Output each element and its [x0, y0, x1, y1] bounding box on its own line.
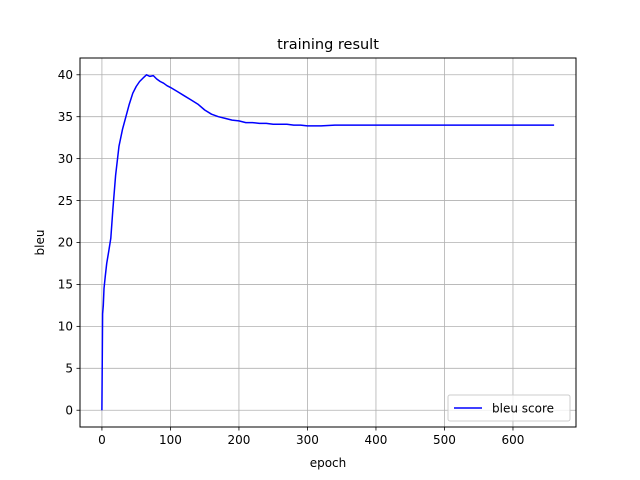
y-tick-label: 10	[58, 320, 73, 334]
y-tick-label: 15	[58, 278, 73, 292]
x-tick-label: 100	[159, 433, 182, 447]
x-tick-label: 400	[365, 433, 388, 447]
y-tick-label: 20	[58, 236, 73, 250]
legend-box	[447, 394, 571, 422]
x-tick-label: 300	[296, 433, 319, 447]
x-tick-label: 600	[502, 433, 525, 447]
y-tick-label: 0	[65, 403, 73, 417]
chart-title: training result	[277, 37, 379, 53]
x-tick-label: 200	[227, 433, 250, 447]
y-tick-label: 25	[58, 194, 73, 208]
legend-label: bleu score	[492, 402, 554, 416]
series-line-0	[101, 74, 555, 411]
y-tick-label: 5	[65, 361, 73, 375]
y-axis-label: bleu	[33, 230, 47, 256]
plot-lines	[101, 74, 555, 411]
x-tick-label: 500	[433, 433, 456, 447]
x-tick-label: 0	[98, 433, 106, 447]
y-axis-ticks: 0 5 10 15 20 25 30 35 40	[58, 68, 80, 417]
y-tick-label: 40	[58, 68, 73, 82]
grid	[80, 58, 576, 427]
legend: bleu score	[447, 394, 571, 422]
y-tick-label: 35	[58, 110, 73, 124]
x-axis-ticks: 0 100 200 300 400 500 600	[98, 427, 524, 447]
x-axis-label: epoch	[310, 456, 347, 470]
y-tick-label: 30	[58, 152, 73, 166]
